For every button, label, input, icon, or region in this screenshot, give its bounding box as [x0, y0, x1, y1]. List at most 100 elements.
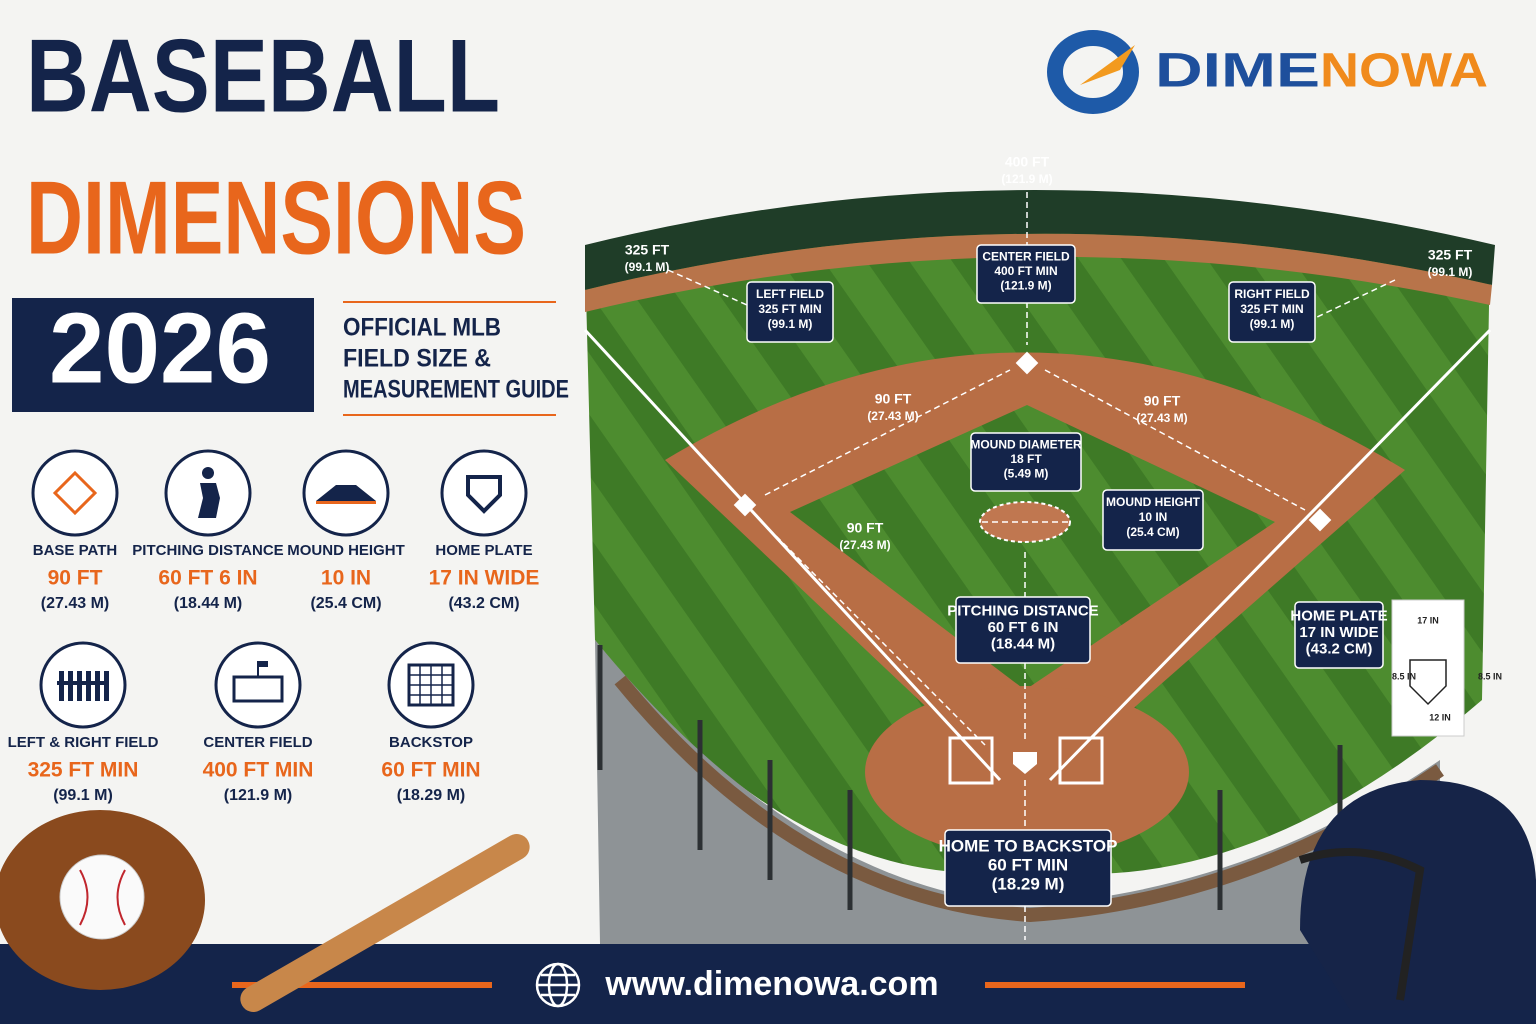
stat-icon	[57, 671, 109, 701]
callout-line: PITCHING DISTANCE	[947, 602, 1098, 619]
callout-line: 60 FT MIN	[988, 855, 1068, 874]
subtitle-line: FIELD SIZE &	[343, 345, 491, 373]
distance-label: (99.1 M)	[625, 260, 670, 274]
stat-value: 90 FT	[48, 567, 103, 590]
title-line-1: BASEBALL	[26, 18, 500, 134]
stat-icon	[466, 475, 502, 514]
brand-name-2: NOWA	[1320, 45, 1488, 98]
stat-label: PITCHING DISTANCE	[132, 542, 283, 559]
diagram-label: 8.5 IN	[1478, 671, 1502, 681]
stat-label: BASE PATH	[33, 542, 117, 559]
callout-line: LEFT FIELD	[756, 287, 824, 301]
stat-label: LEFT & RIGHT FIELD	[8, 734, 159, 751]
callout-line: 10 IN	[1139, 510, 1168, 524]
distance-label: 325 FT	[1428, 247, 1473, 263]
diagram-label: 12 IN	[1429, 712, 1451, 722]
diagram-label: 17 IN	[1417, 615, 1439, 625]
callout-bg	[1102, 489, 1204, 551]
logo-icon	[1047, 30, 1139, 114]
stat-item: PITCHING DISTANCE 60 FT 6 IN (18.44 M)	[132, 449, 284, 612]
stat-value: 60 FT 6 IN	[158, 567, 257, 590]
callout-line: MOUND DIAMETER	[970, 438, 1082, 452]
callout-line: 325 FT MIN	[1240, 302, 1303, 316]
callout-line: RIGHT FIELD	[1234, 287, 1310, 301]
footer-url: www.dimenowa.com	[604, 965, 938, 1003]
callout-line: (99.1 M)	[1250, 317, 1295, 331]
callout-bg	[746, 281, 834, 343]
subtitle-line: MEASUREMENT GUIDE	[343, 376, 569, 404]
callout-line: (99.1 M)	[768, 317, 813, 331]
callout-line: 18 FT	[1010, 452, 1042, 466]
glove-ball-bat	[0, 810, 530, 1012]
stat-icon	[316, 485, 376, 504]
stat-metric: (25.4 CM)	[310, 595, 381, 612]
stat-value: 60 FT MIN	[381, 759, 480, 782]
stat-label: CENTER FIELD	[203, 734, 312, 751]
distance-label: 90 FT	[1144, 393, 1181, 409]
year: 2026	[49, 292, 271, 404]
stat-item: HOME PLATE 17 IN WIDE (43.2 CM)	[429, 449, 540, 612]
globe-icon	[535, 962, 581, 1008]
stat-icon	[407, 663, 455, 707]
stat-metric: (18.29 M)	[397, 787, 465, 804]
distance-label: (27.43 M)	[839, 538, 890, 552]
stat-item: BACKSTOP 60 FT MIN (18.29 M)	[381, 641, 481, 804]
callout-line: (5.49 M)	[1004, 467, 1049, 481]
stat-value: 10 IN	[321, 567, 371, 590]
home-plate-diagram: 17 IN 8.5 IN 8.5 IN 12 IN	[1391, 599, 1502, 737]
title-line-2: DIMENSIONS	[26, 160, 526, 276]
field	[583, 190, 1495, 944]
distance-label: 325 FT	[625, 242, 670, 258]
distance-label: 90 FT	[875, 391, 912, 407]
helmet	[1298, 780, 1536, 1010]
stat-item: LEFT & RIGHT FIELD 325 FT MIN (99.1 M)	[8, 641, 159, 804]
callout-bg	[1294, 601, 1384, 669]
callout-line: CENTER FIELD	[982, 250, 1070, 264]
stat-label: HOME PLATE	[435, 542, 532, 559]
stat-item: MOUND HEIGHT 10 IN (25.4 CM)	[287, 449, 405, 612]
callout-bg	[955, 596, 1091, 664]
callout-line: (121.9 M)	[1000, 279, 1051, 293]
stat-metric: (27.43 M)	[41, 595, 109, 612]
callout-line: 325 FT MIN	[758, 302, 821, 316]
callout-bg	[944, 829, 1112, 907]
callout-line: (18.29 M)	[992, 874, 1065, 893]
stat-metric: (43.2 CM)	[448, 595, 519, 612]
diagram-plate	[1409, 659, 1447, 706]
distance-label: 90 FT	[847, 520, 884, 536]
callout-bg	[976, 244, 1076, 304]
stat-value: 325 FT MIN	[28, 759, 139, 782]
stat-value: 17 IN WIDE	[429, 567, 540, 590]
callout-line: (43.2 CM)	[1306, 640, 1373, 657]
distance-label: (27.43 M)	[867, 409, 918, 423]
distance-label: (27.43 M)	[1136, 411, 1187, 425]
callout-line: HOME PLATE	[1290, 607, 1387, 624]
stat-metric: (121.9 M)	[224, 787, 292, 804]
distance-label: 400 FT	[1005, 154, 1050, 170]
stat-item: CENTER FIELD 400 FT MIN (121.9 M)	[203, 641, 313, 804]
subtitle-line: OFFICIAL MLB	[343, 314, 501, 342]
year-banner	[12, 298, 314, 412]
callout-bg	[1228, 281, 1316, 343]
stat-icon	[52, 470, 98, 516]
callout-line: HOME TO BACKSTOP	[939, 836, 1118, 855]
stat-metric: (18.44 M)	[174, 595, 242, 612]
stat-item: BASE PATH 90 FT (27.43 M)	[31, 449, 119, 612]
callout-line: MOUND HEIGHT	[1106, 495, 1201, 509]
brand-name-1: DIME	[1155, 45, 1320, 98]
callout-line: (18.44 M)	[991, 635, 1055, 652]
diagram-label: 8.5 IN	[1392, 671, 1416, 681]
distance-label: (99.1 M)	[1428, 265, 1473, 279]
stat-icon-circle	[31, 449, 119, 537]
stat-label: MOUND HEIGHT	[287, 542, 405, 559]
stat-icon-circle	[440, 449, 528, 537]
